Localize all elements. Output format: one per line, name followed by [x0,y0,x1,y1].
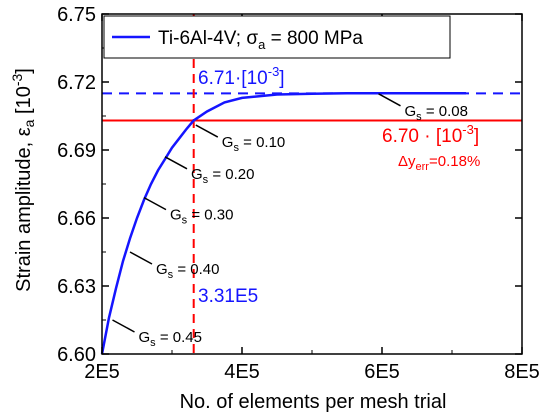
gs-leader-line [164,156,188,170]
x-tick-label: 4E5 [224,361,260,383]
legend: Ti-6Al-4V; σa = 800 MPa [103,15,451,59]
gs-leader-line [129,251,153,265]
selected-value-label: 6.70 · [10-3] [382,122,479,147]
legend-box [103,15,451,59]
gs-label: Gs = 0.45 [139,329,202,349]
vline-value-label: 3.31E5 [198,286,258,307]
x-tick-label: 8E5 [504,361,540,383]
gs-leader-line [378,93,401,107]
gs-leader-line [112,319,135,333]
convergence-curve [100,92,466,355]
series-layer [100,92,466,355]
x-tick-label: 6E5 [364,361,400,383]
converged-value-label: 6.71·[10-3] [198,64,285,89]
x-axis-title: No. of elements per mesh trial [180,391,447,413]
gs-leader-line [195,124,219,138]
y-tick-label: 6.69 [57,140,96,162]
legend-label: Ti-6Al-4V; σa = 800 MPa [158,28,363,52]
axes-layer: 2E5 4E5 6E5 8E5 6.60 6.63 6.66 6.69 6.72 6.75 [57,4,540,383]
gs-label: Gs = 0.10 [222,134,285,154]
x-tick-label: 2E5 [84,361,120,383]
gs-label: Gs = 0.20 [191,166,254,186]
y-axis-title: Strain amplitude, εa [10-3] [9,68,37,292]
relative-error-label: Δyerr=0.18% [398,153,480,173]
gs-label: Gs = 0.40 [156,261,219,281]
annotation-layer: Gs = 0.45 Gs = 0.40 Gs = 0.30 Gs = 0.20 Gs =… [112,93,468,349]
y-tick-label: 6.60 [57,344,96,366]
y-tick-label: 6.63 [57,276,96,298]
gs-leader-line [143,196,167,211]
y-tick-label: 6.66 [57,208,96,230]
reference-lines [102,14,522,354]
y-tick-label: 6.72 [57,72,96,94]
y-tick-label: 6.75 [57,4,96,26]
gs-label: Gs = 0.30 [170,207,233,227]
plot-frame [101,13,523,355]
gs-label: Gs = 0.08 [405,103,468,123]
